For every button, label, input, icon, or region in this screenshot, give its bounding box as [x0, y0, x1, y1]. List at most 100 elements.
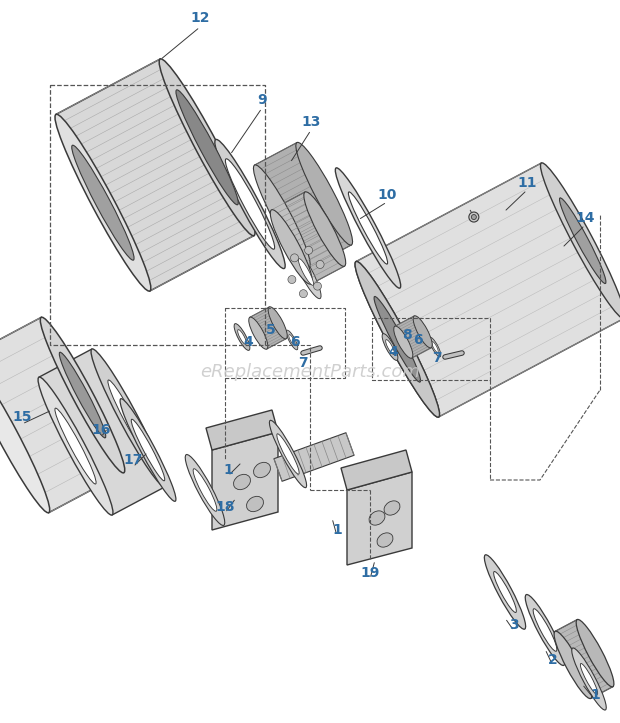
Ellipse shape — [38, 377, 113, 515]
Ellipse shape — [247, 497, 264, 512]
Ellipse shape — [40, 317, 125, 473]
Polygon shape — [272, 192, 345, 284]
Text: 2: 2 — [548, 653, 558, 667]
Ellipse shape — [234, 324, 250, 351]
Ellipse shape — [304, 247, 312, 254]
Ellipse shape — [268, 307, 287, 339]
Ellipse shape — [316, 260, 324, 268]
Text: 14: 14 — [575, 211, 595, 225]
Polygon shape — [39, 349, 165, 515]
Ellipse shape — [541, 163, 620, 319]
Ellipse shape — [215, 140, 285, 268]
Text: 10: 10 — [378, 188, 397, 202]
Ellipse shape — [374, 296, 420, 382]
Ellipse shape — [120, 398, 176, 501]
Ellipse shape — [429, 337, 441, 357]
Ellipse shape — [432, 341, 438, 352]
Ellipse shape — [484, 555, 526, 629]
Text: 5: 5 — [266, 323, 276, 337]
Text: 13: 13 — [301, 115, 321, 129]
Ellipse shape — [580, 664, 598, 695]
Ellipse shape — [304, 192, 346, 266]
Ellipse shape — [559, 198, 606, 283]
Ellipse shape — [469, 212, 479, 222]
Text: 12: 12 — [190, 11, 210, 25]
Polygon shape — [206, 410, 278, 450]
Text: 19: 19 — [360, 566, 379, 580]
Ellipse shape — [108, 380, 149, 456]
Ellipse shape — [533, 609, 557, 651]
Ellipse shape — [377, 533, 393, 547]
Ellipse shape — [494, 571, 516, 612]
Text: 1: 1 — [223, 463, 233, 477]
Ellipse shape — [234, 474, 250, 489]
Ellipse shape — [369, 511, 385, 525]
Text: 8: 8 — [402, 328, 412, 342]
Ellipse shape — [394, 326, 413, 358]
Polygon shape — [255, 142, 352, 268]
Ellipse shape — [296, 142, 353, 245]
Ellipse shape — [384, 501, 400, 515]
Ellipse shape — [237, 330, 246, 344]
Text: 1: 1 — [332, 523, 342, 537]
Ellipse shape — [348, 192, 388, 264]
Ellipse shape — [413, 316, 432, 348]
Ellipse shape — [286, 330, 298, 350]
Polygon shape — [212, 432, 278, 530]
Ellipse shape — [471, 215, 476, 220]
Ellipse shape — [159, 59, 255, 236]
Text: 6: 6 — [290, 335, 300, 349]
Polygon shape — [341, 450, 412, 490]
Ellipse shape — [270, 420, 307, 488]
Text: 6: 6 — [413, 333, 423, 347]
Ellipse shape — [72, 145, 134, 260]
Ellipse shape — [131, 419, 165, 481]
Ellipse shape — [176, 90, 238, 205]
Ellipse shape — [185, 455, 225, 526]
Ellipse shape — [299, 290, 308, 298]
Ellipse shape — [0, 357, 50, 513]
Ellipse shape — [277, 434, 299, 474]
Text: 15: 15 — [12, 410, 32, 424]
Polygon shape — [356, 163, 620, 417]
Ellipse shape — [314, 282, 322, 290]
Text: 3: 3 — [509, 618, 519, 632]
Ellipse shape — [335, 168, 401, 288]
Ellipse shape — [291, 254, 298, 262]
Ellipse shape — [226, 159, 275, 249]
Text: 16: 16 — [91, 423, 111, 437]
Text: 1: 1 — [590, 688, 600, 702]
Ellipse shape — [60, 352, 106, 438]
Ellipse shape — [355, 262, 440, 417]
Ellipse shape — [193, 469, 217, 511]
Polygon shape — [555, 620, 613, 698]
Polygon shape — [56, 59, 254, 291]
Ellipse shape — [291, 245, 321, 299]
Ellipse shape — [298, 259, 314, 286]
Ellipse shape — [576, 620, 614, 687]
Ellipse shape — [270, 210, 312, 284]
Ellipse shape — [254, 462, 270, 478]
Polygon shape — [0, 317, 124, 513]
Polygon shape — [250, 307, 286, 349]
Ellipse shape — [554, 631, 592, 698]
Text: 9: 9 — [257, 93, 267, 107]
Ellipse shape — [386, 340, 394, 354]
Ellipse shape — [91, 349, 166, 487]
Text: 18: 18 — [215, 500, 235, 514]
Ellipse shape — [249, 317, 268, 349]
Ellipse shape — [55, 408, 96, 484]
Text: 7: 7 — [432, 351, 442, 365]
Ellipse shape — [355, 262, 440, 417]
Text: 4: 4 — [243, 335, 253, 349]
Polygon shape — [347, 472, 412, 565]
Ellipse shape — [572, 648, 606, 710]
Ellipse shape — [288, 275, 296, 283]
Ellipse shape — [289, 335, 295, 346]
Text: 11: 11 — [517, 176, 537, 190]
Ellipse shape — [254, 165, 310, 268]
Text: 7: 7 — [298, 356, 308, 370]
Text: eReplacementParts.com: eReplacementParts.com — [200, 364, 420, 381]
Text: 4: 4 — [388, 345, 398, 359]
Text: 17: 17 — [123, 453, 143, 467]
